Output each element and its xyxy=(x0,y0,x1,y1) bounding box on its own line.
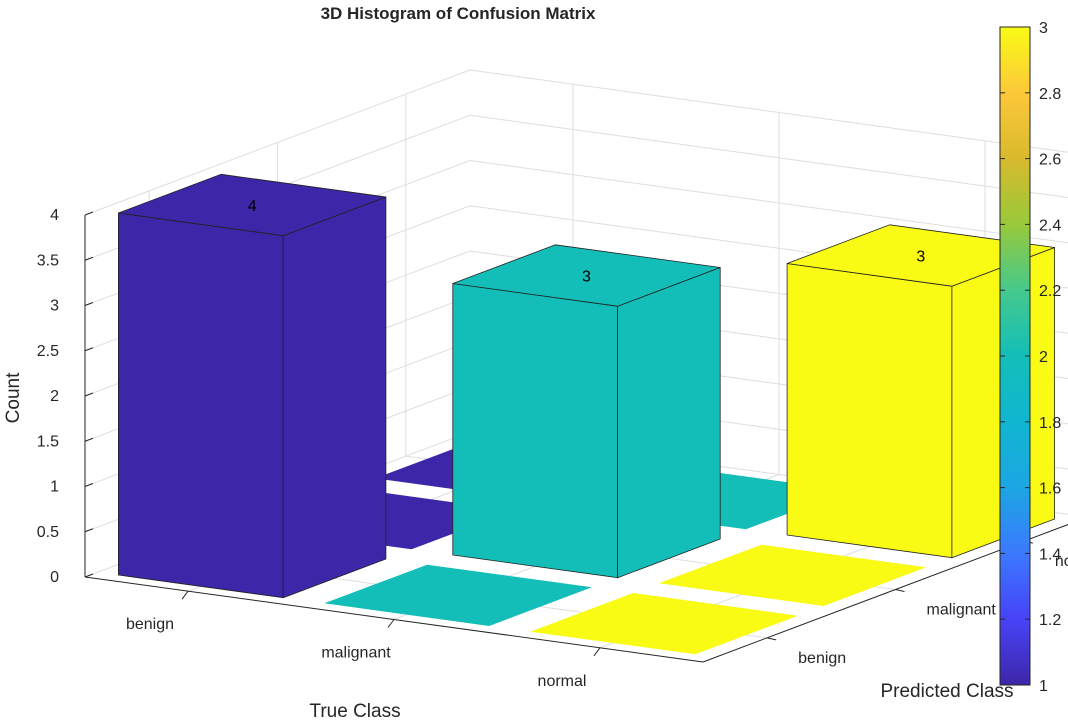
z-tick xyxy=(84,256,94,261)
x-tick-label: benign xyxy=(126,616,174,633)
x-tick xyxy=(387,619,395,628)
bar-top-face xyxy=(530,593,798,655)
colorbar-tick-label: 2.4 xyxy=(1039,217,1061,234)
colorbar-tick-label: 1.2 xyxy=(1039,612,1061,629)
z-tick xyxy=(84,392,94,397)
labels: 0 0.5 1 1.5 2 2.5 3 3.5 4 benign malignant normal be… xyxy=(37,198,1068,690)
colorbar-tick-label: 1 xyxy=(1039,678,1048,695)
bar-value-label: 4 xyxy=(248,198,257,215)
bar-top-face xyxy=(118,173,387,237)
bar-side-face xyxy=(282,196,387,599)
y-tick-label: benign xyxy=(798,650,846,667)
bar-side-face xyxy=(617,266,721,579)
z-tick xyxy=(84,573,94,578)
x-tick-label: malignant xyxy=(321,644,391,661)
bar-front-face xyxy=(786,263,953,559)
colorbar-tick-label: 2 xyxy=(1039,349,1048,366)
y-tick-label: malignant xyxy=(926,601,996,618)
colorbar-tick-label: 3 xyxy=(1039,20,1048,37)
z-tick-label: 4 xyxy=(50,207,59,224)
z-tick xyxy=(84,211,94,216)
bar-top-face xyxy=(324,564,592,626)
y-tick-label: normal xyxy=(1055,553,1068,570)
bar xyxy=(452,244,721,579)
x-tick-label: normal xyxy=(538,673,587,690)
colorbar-tick-label: 2.2 xyxy=(1039,283,1061,300)
bar xyxy=(118,173,387,599)
bar-front-face xyxy=(118,212,284,599)
z-grid-line xyxy=(84,69,1068,216)
z-axis-label: Count xyxy=(3,372,24,423)
bar-top-face xyxy=(786,224,1055,287)
z-tick-label: 0 xyxy=(50,569,59,586)
z-tick-label: 0.5 xyxy=(37,524,59,541)
colorbar: 1 1.2 1.4 1.6 1.8 2 2.2 2.4 2.6 2.8 3 xyxy=(999,20,1061,695)
z-tick xyxy=(84,302,94,306)
z-tick xyxy=(84,483,94,487)
colorbar-tick-label: 1.4 xyxy=(1039,546,1061,563)
chart-title: 3D Histogram of Confusion Matrix xyxy=(321,4,596,23)
bar-front-face xyxy=(452,283,618,579)
colorbar-tick-label: 1.6 xyxy=(1039,481,1061,498)
bar-top-face xyxy=(452,244,721,307)
colorbar-tick-label: 1.8 xyxy=(1039,415,1061,432)
z-tick-label: 2.5 xyxy=(37,343,59,360)
z-tick xyxy=(84,437,94,442)
z-tick xyxy=(84,347,94,352)
bar-value-label: 3 xyxy=(582,269,591,286)
z-tick xyxy=(84,528,94,533)
x-tick xyxy=(181,590,189,600)
colorbar-ticks: 1 1.2 1.4 1.6 1.8 2 2.2 2.4 2.6 2.8 3 xyxy=(1000,20,1061,695)
y-tick xyxy=(895,589,905,592)
colorbar-tick-label: 2.6 xyxy=(1039,152,1061,169)
z-tick-label: 1 xyxy=(50,479,59,496)
colorbar-tick-label: 2.8 xyxy=(1039,86,1061,103)
y-tick xyxy=(767,637,777,641)
z-tick-label: 1.5 xyxy=(37,433,59,450)
x-tick xyxy=(593,647,601,657)
bar xyxy=(324,564,592,626)
x-axis-label: True Class xyxy=(309,701,400,720)
z-tick-label: 3.5 xyxy=(37,252,59,269)
z-tick-label: 2 xyxy=(50,388,59,405)
z-tick-label: 3 xyxy=(50,298,59,315)
bar-value-label: 3 xyxy=(916,249,925,266)
y-axis-label: Predicted Class xyxy=(880,681,1013,702)
bar xyxy=(658,544,927,606)
bar xyxy=(530,593,798,655)
bar-top-face xyxy=(658,544,927,606)
bars xyxy=(118,173,1055,655)
